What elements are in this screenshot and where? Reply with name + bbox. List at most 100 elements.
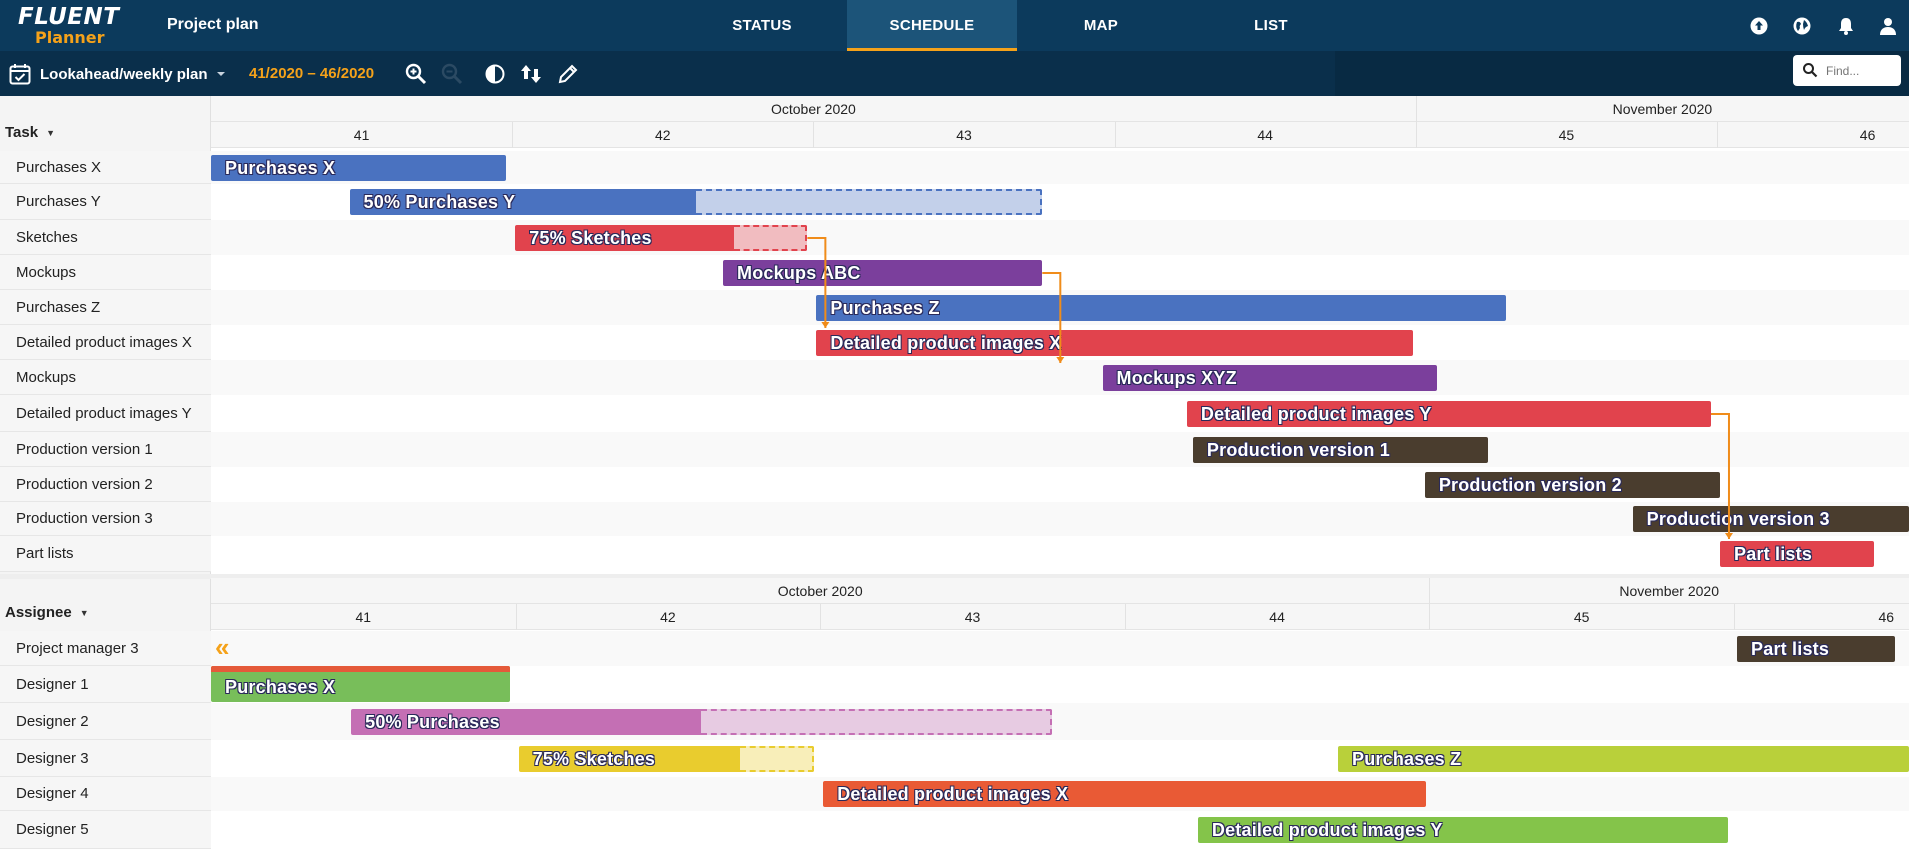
zoom-in-icon[interactable] — [404, 62, 428, 86]
bar-label: 50% Purchases Y — [363, 192, 516, 212]
tab-list[interactable]: LIST — [1254, 17, 1288, 34]
bar-label: Detailed product images Y — [1200, 404, 1432, 424]
chevron-down-icon — [216, 72, 225, 76]
row-label-production-version-2[interactable]: Production version 2 — [0, 467, 211, 502]
row-label-purchases-z[interactable]: Purchases Z — [0, 290, 211, 325]
assignee-gantt-chart: October 2020 November 2020 41 42 43 44 45 46 Par… — [211, 578, 1909, 849]
bar-label: 75% Sketches — [532, 749, 656, 769]
bar-progress — [518, 746, 741, 772]
tab-map[interactable]: MAP — [1083, 17, 1119, 34]
row-label-detailed-product-images-y[interactable]: Detailed product images Y — [0, 395, 211, 432]
row-label-purchases-y[interactable]: Purchases Y — [0, 184, 211, 220]
week-separator — [1124, 604, 1126, 630]
section-divider — [0, 574, 1909, 579]
bar-label: Detailed product images Y — [1211, 820, 1443, 840]
bell-icon[interactable] — [1836, 16, 1856, 36]
bar-remaining — [740, 746, 815, 772]
edit-icon[interactable] — [556, 62, 580, 86]
row-label-production-version-3[interactable]: Production version 3 — [0, 502, 211, 536]
gantt-bar-50pct-purchases-y[interactable]: 50% Purchases Y — [349, 189, 1043, 215]
globe-icon[interactable] — [1792, 16, 1812, 36]
row-label-mockups[interactable]: Mockups — [0, 255, 211, 290]
row-label-project-manager-3[interactable]: Project manager 3 — [0, 631, 211, 666]
gantt-bar-mockups-xyz[interactable]: Mockups XYZ — [1102, 365, 1437, 391]
app-logo[interactable]: FLUENT Planner — [18, 4, 138, 48]
gantt-bar-purchases-z[interactable]: Purchases Z — [1338, 746, 1909, 772]
row-label-designer-3[interactable]: Designer 3 — [0, 740, 211, 777]
week-header-row: 41 42 43 44 45 46 — [211, 122, 1909, 148]
assignee-column-header[interactable]: Assignee ▼ — [5, 604, 89, 621]
bar-label: Part lists — [1751, 639, 1830, 659]
gantt-bar-75pct-sketches[interactable]: 75% Sketches — [518, 746, 815, 772]
row-label-sketches[interactable]: Sketches — [0, 220, 211, 255]
gantt-bar-production-version-1[interactable]: Production version 1 — [1192, 437, 1489, 463]
week-separator — [1415, 122, 1417, 148]
gantt-row — [211, 360, 1909, 395]
bar-label: Detailed product images X — [830, 333, 1062, 353]
bar-label: Purchases Z — [830, 298, 940, 318]
gantt-row — [211, 432, 1909, 467]
month-separator — [1415, 96, 1417, 122]
week-label: 46 — [1878, 609, 1895, 625]
row-label-detailed-product-images-x[interactable]: Detailed product images X — [0, 325, 211, 360]
tab-status[interactable]: STATUS — [732, 17, 792, 34]
month-header-row: October 2020 November 2020 — [211, 578, 1909, 604]
gantt-bar-mockups-abc[interactable]: Mockups ABC — [723, 260, 1043, 286]
view-label: Lookahead/weekly plan — [40, 65, 208, 83]
bar-progress — [515, 225, 735, 251]
row-label-mockups[interactable]: Mockups — [0, 360, 211, 395]
gantt-bar-purchases-x[interactable]: Purchases X — [211, 666, 510, 702]
gantt-bar-purchases-z[interactable]: Purchases Z — [816, 295, 1507, 321]
page-title: Project plan — [167, 16, 259, 33]
zoom-out-icon[interactable] — [440, 62, 464, 86]
gantt-bar-detailed-product-images-x[interactable]: Detailed product images X — [816, 330, 1413, 356]
row-label-designer-5[interactable]: Designer 5 — [0, 811, 211, 849]
calendar-check-icon — [9, 64, 31, 85]
week-label: 41 — [353, 127, 370, 143]
user-icon[interactable] — [1878, 16, 1898, 36]
gantt-bar-production-version-2[interactable]: Production version 2 — [1424, 472, 1720, 498]
view-selector[interactable]: Lookahead/weekly plan — [8, 62, 228, 86]
gantt-bar-production-version-3[interactable]: Production version 3 — [1632, 506, 1909, 532]
row-label-part-lists[interactable]: Part lists — [0, 536, 211, 572]
week-header-row: 41 42 43 44 45 46 — [211, 604, 1909, 630]
week-separator — [820, 604, 822, 630]
bar-label: Purchases Z — [1352, 749, 1462, 769]
gantt-bar-part-lists[interactable]: Part lists — [1737, 636, 1896, 662]
row-label-production-version-1[interactable]: Production version 1 — [0, 432, 211, 467]
caret-down-icon: ▼ — [79, 607, 89, 618]
top-bar: FLUENT Planner Project plan STATUS SCHED… — [0, 0, 1909, 51]
month-header-row: October 2020 November 2020 — [211, 96, 1909, 122]
bar-remaining — [695, 189, 1043, 215]
upload-icon[interactable] — [1749, 16, 1769, 36]
row-label-designer-4[interactable]: Designer 4 — [0, 777, 211, 811]
tab-schedule[interactable]: SCHEDULE — [847, 0, 1017, 51]
search-input[interactable] — [1826, 61, 1896, 80]
month-label: October 2020 — [770, 101, 856, 117]
gantt-bar-50pct-purchases[interactable]: 50% Purchases — [351, 709, 1052, 735]
date-range[interactable]: 41/2020 – 46/2020 — [249, 65, 375, 82]
bar-label: Production version 3 — [1646, 509, 1830, 529]
gantt-bar-part-lists[interactable]: Part lists — [1720, 541, 1874, 567]
gantt-row — [211, 631, 1909, 666]
gantt-bar-detailed-product-images-y[interactable]: Detailed product images Y — [1197, 817, 1728, 843]
gantt-bar-75pct-sketches[interactable]: 75% Sketches — [515, 225, 808, 251]
collapse-left-icon[interactable]: « — [215, 632, 230, 662]
bar-label: 50% Purchases — [365, 712, 500, 732]
gantt-bar-purchases-x[interactable]: Purchases X — [211, 155, 507, 181]
sort-icon[interactable] — [519, 62, 543, 86]
task-column-header[interactable]: Task ▼ — [5, 124, 55, 141]
search-box[interactable] — [1793, 55, 1901, 86]
bar-label: Part lists — [1734, 544, 1813, 564]
row-label-designer-2[interactable]: Designer 2 — [0, 703, 211, 740]
gantt-bar-detailed-product-images-y[interactable]: Detailed product images Y — [1186, 401, 1711, 427]
week-label: 43 — [964, 609, 981, 625]
week-label: 42 — [660, 609, 676, 625]
bar-label: Mockups XYZ — [1116, 368, 1237, 388]
contrast-icon[interactable] — [483, 62, 507, 86]
gantt-bar-detailed-product-images-x[interactable]: Detailed product images X — [823, 781, 1427, 807]
row-label-designer-1[interactable]: Designer 1 — [0, 666, 211, 703]
week-label: 41 — [355, 609, 372, 625]
bar-label: Production version 1 — [1206, 440, 1390, 460]
row-label-purchases-x[interactable]: Purchases X — [0, 151, 211, 184]
